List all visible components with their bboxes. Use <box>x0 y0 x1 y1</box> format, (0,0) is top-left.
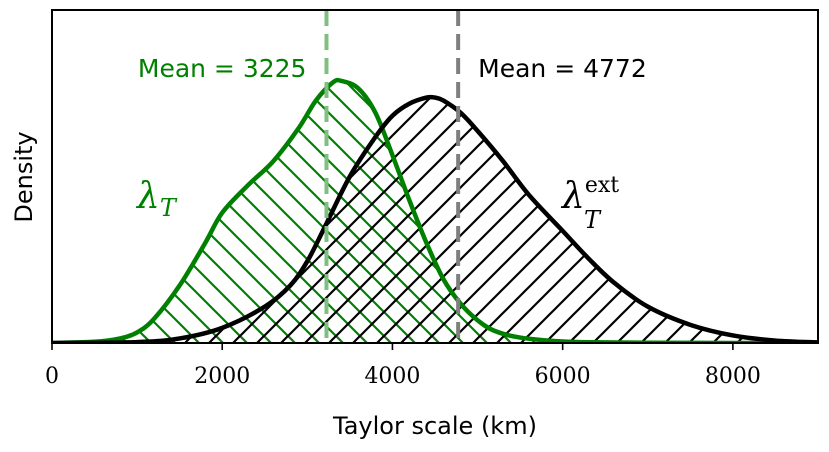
x-tick-label: 6000 <box>535 364 591 389</box>
density-curves <box>52 77 818 343</box>
density-curve-lambda-t <box>52 77 818 343</box>
density-area-lambda-t <box>52 80 818 343</box>
x-tick-label: 8000 <box>705 364 761 389</box>
density-curve-lambda-t-ext <box>52 94 818 343</box>
mean-label-lambda-t: Mean = 3225 <box>138 54 307 83</box>
mean-label-lambda-t-ext: Mean = 4772 <box>478 54 647 83</box>
x-tick-label: 2000 <box>194 364 250 389</box>
density-fills <box>52 80 818 343</box>
plot-frame <box>51 9 819 344</box>
series-label-lambda-t-ext: λext T <box>560 173 619 234</box>
chart-annotations: Mean = 3225 Mean = 4772 λT λext T <box>135 54 647 234</box>
mean-lines <box>324 10 461 343</box>
plot-area <box>52 10 818 343</box>
x-axis-ticks: 0 2000 4000 6000 8000 <box>45 343 761 389</box>
x-tick-label: 4000 <box>364 364 420 389</box>
x-axis-label: Taylor scale (km) <box>332 412 537 440</box>
x-tick-label: 0 <box>45 364 59 389</box>
density-area-lambda-t-ext <box>52 96 818 343</box>
y-axis-label: Density <box>10 131 38 222</box>
series-label-lambda-t: λT <box>135 176 178 222</box>
